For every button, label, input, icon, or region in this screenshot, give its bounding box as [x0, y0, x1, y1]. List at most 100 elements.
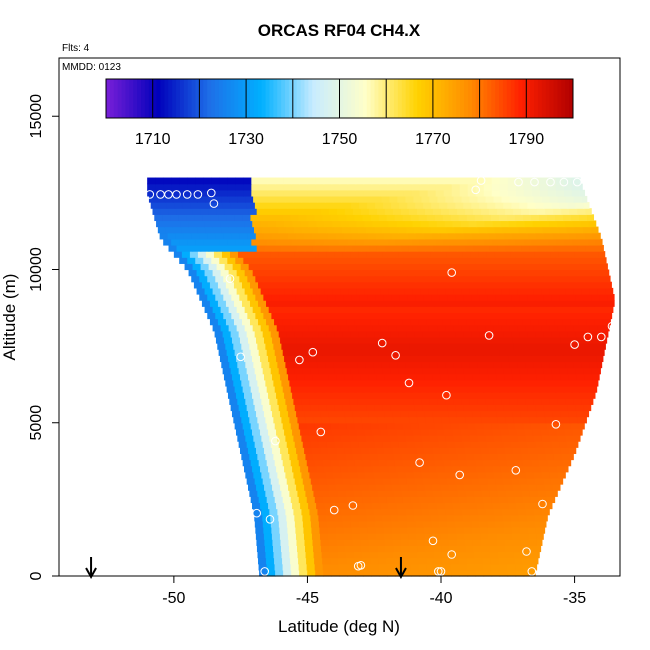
heatmap-cell [266, 214, 276, 222]
heatmap-cell [561, 263, 570, 271]
observation-marker [145, 190, 155, 199]
heatmap-cell [244, 220, 253, 228]
heatmap-cell [522, 557, 532, 565]
heatmap-cell [530, 214, 540, 222]
heatmap-cell [375, 294, 385, 301]
heatmap-cell [316, 465, 325, 473]
heatmap-cell [525, 269, 534, 277]
heatmap-cell [487, 330, 496, 338]
heatmap-cell [547, 189, 557, 197]
heatmap-cell [348, 220, 358, 228]
heatmap-cell [350, 404, 360, 412]
heatmap-cell [323, 569, 332, 577]
heatmap-cell [308, 324, 318, 332]
heatmap-cell [414, 251, 423, 258]
heatmap-cell [257, 379, 266, 387]
heatmap-cell [488, 410, 498, 418]
heatmap-cell [303, 312, 313, 320]
heatmap-cell [186, 214, 195, 222]
observation-marker [514, 177, 523, 187]
heatmap-cell [299, 257, 309, 264]
heatmap-cell [572, 220, 582, 228]
heatmap-cell [470, 251, 480, 258]
heatmap-cell [400, 484, 409, 491]
heatmap-cell [346, 385, 356, 393]
heatmap-cell [513, 453, 523, 461]
heatmap-cell [435, 257, 445, 264]
heatmap-cell [516, 428, 526, 436]
heatmap-cell [555, 257, 565, 264]
heatmap-cell [369, 416, 379, 424]
heatmap-cell [207, 232, 217, 240]
heatmap-cell [499, 183, 509, 191]
heatmap-cell [572, 355, 582, 363]
heatmap-cell [340, 502, 349, 510]
heatmap-cell [559, 441, 568, 448]
heatmap-cell [467, 257, 477, 264]
heatmap-cell [287, 312, 297, 320]
heatmap-cell [246, 441, 256, 448]
colorbar-swatch [191, 79, 197, 118]
heatmap-cell [595, 238, 603, 246]
heatmap-cell [345, 453, 355, 461]
heatmap-cell [575, 404, 584, 412]
heatmap-cell [481, 244, 490, 252]
heatmap-cell [168, 208, 178, 215]
heatmap-cell [353, 545, 362, 553]
heatmap-cell [232, 263, 242, 271]
heatmap-cell [286, 520, 296, 528]
heatmap-cell [355, 569, 364, 577]
heatmap-cell [482, 557, 492, 565]
heatmap-cell [505, 208, 514, 215]
heatmap-cell [549, 269, 558, 277]
heatmap-cell [309, 361, 319, 369]
heatmap-cell [389, 508, 399, 516]
heatmap-cell [559, 367, 568, 375]
heatmap-cell [426, 300, 435, 307]
heatmap-cell [544, 373, 554, 381]
heatmap-cell [406, 441, 416, 448]
heatmap-cell [405, 195, 415, 203]
heatmap-cell [384, 263, 394, 271]
heatmap-cell [292, 428, 301, 436]
heatmap-cell [301, 195, 310, 203]
heatmap-cell [408, 232, 417, 240]
heatmap-cell [603, 257, 607, 264]
heatmap-cell [416, 410, 425, 418]
heatmap-cell [254, 441, 264, 448]
heatmap-cell [423, 275, 433, 283]
heatmap-cell [238, 441, 248, 448]
heatmap-cell [494, 251, 504, 258]
heatmap-cell [342, 330, 352, 338]
heatmap-cell [295, 312, 305, 320]
heatmap-cell [320, 373, 329, 381]
heatmap-cell [400, 244, 410, 252]
heatmap-cell [295, 275, 305, 283]
heatmap-cell [295, 533, 305, 540]
heatmap-cell [501, 361, 511, 369]
heatmap-cell [488, 232, 497, 240]
heatmap-cell [543, 526, 546, 534]
heatmap-cell [465, 379, 475, 387]
heatmap-cell [353, 551, 363, 559]
heatmap-cell [342, 441, 352, 448]
heatmap-cell [471, 330, 480, 338]
heatmap-cell [364, 502, 373, 510]
heatmap-cell [393, 545, 402, 553]
heatmap-cell [455, 312, 465, 320]
heatmap-cell [529, 379, 539, 387]
heatmap-cell [388, 392, 397, 399]
heatmap-cell [340, 324, 350, 332]
heatmap-cell [554, 318, 564, 326]
heatmap-cell [400, 539, 410, 546]
heatmap-cell [448, 336, 457, 344]
heatmap-cell [250, 496, 260, 504]
observation-marker [207, 188, 216, 198]
heatmap-cell [266, 281, 275, 289]
heatmap-cell [513, 244, 522, 252]
heatmap-cell [436, 355, 445, 363]
heatmap-cell [513, 343, 523, 350]
heatmap-cell [281, 379, 291, 387]
heatmap-cell [287, 232, 297, 240]
heatmap-cell [417, 379, 427, 387]
